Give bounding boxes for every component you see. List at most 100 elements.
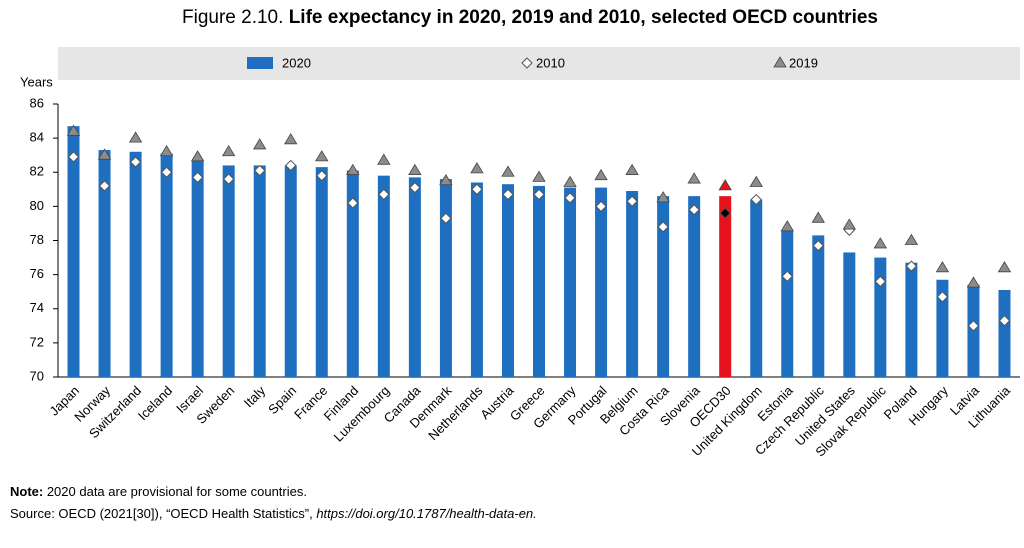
chart-title: Figure 2.10. Life expectancy in 2020, 20… <box>182 7 878 28</box>
bar <box>98 150 111 377</box>
y-tick-label: 72 <box>30 334 44 349</box>
marker-diamond <box>812 239 824 252</box>
y-axis-label: Years <box>20 74 53 89</box>
marker-triangle <box>190 150 205 162</box>
marker-triangle <box>563 175 577 187</box>
marker-diamond <box>750 193 762 206</box>
title-text: Life expectancy in 2020, 2019 and 2010, … <box>289 7 878 28</box>
marker-triangle <box>811 211 825 223</box>
bar <box>657 196 670 377</box>
y-tick-label: 78 <box>30 232 44 247</box>
bar <box>501 184 514 377</box>
marker-triangle <box>97 148 112 160</box>
marker-triangle <box>66 124 81 136</box>
marker-triangle <box>439 174 453 186</box>
marker-triangle <box>718 179 732 191</box>
bar <box>936 279 949 377</box>
bar <box>160 153 173 377</box>
marker-diamond <box>719 207 731 219</box>
bar <box>719 196 732 377</box>
marker-diamond <box>998 314 1011 327</box>
marker-diamond <box>191 171 204 184</box>
bar <box>626 191 639 377</box>
bar <box>315 167 328 377</box>
y-tick-label: 76 <box>30 266 44 281</box>
marker-triangle <box>532 170 546 182</box>
legend-label: 2010 <box>536 55 565 70</box>
marker-diamond <box>626 195 638 207</box>
bar <box>812 235 825 377</box>
marker-triangle <box>625 163 639 175</box>
marker-triangle <box>377 153 391 165</box>
marker-diamond <box>657 221 669 233</box>
marker-diamond <box>285 159 297 172</box>
marker-triangle <box>966 276 981 288</box>
bar <box>408 177 421 377</box>
legend-label: 2019 <box>789 55 818 70</box>
marker-diamond <box>533 188 545 201</box>
marker-triangle <box>594 168 608 181</box>
marker-diamond <box>471 183 483 196</box>
legend-band <box>58 47 1020 80</box>
marker-triangle <box>780 220 794 232</box>
y-tick-label: 74 <box>30 300 44 315</box>
bar <box>688 196 701 377</box>
bar <box>998 289 1011 377</box>
marker-diamond <box>936 291 949 303</box>
bar <box>67 126 80 378</box>
source-url: https://doi.org/10.1787/health-data-en. <box>316 506 536 521</box>
marker-triangle <box>159 144 174 157</box>
bar <box>191 160 204 377</box>
marker-triangle <box>253 138 267 150</box>
bar <box>346 170 359 377</box>
y-tick-label: 82 <box>30 164 44 179</box>
marker-triangle <box>935 261 950 273</box>
marker-triangle <box>315 150 329 162</box>
marker-triangle <box>501 165 515 177</box>
source-text: Source: OECD (2021[30]), “OECD Health St… <box>10 506 316 521</box>
marker-diamond <box>564 192 576 204</box>
marker-triangle <box>284 133 298 145</box>
bar <box>905 262 918 377</box>
y-tick-label: 70 <box>30 368 44 383</box>
bar <box>781 230 794 377</box>
legend-swatch <box>773 56 787 68</box>
legend-swatch <box>247 57 273 69</box>
marker-diamond <box>967 320 980 332</box>
marker-diamond <box>502 188 514 201</box>
legend-swatch <box>521 57 533 69</box>
marker-diamond <box>378 188 390 201</box>
marker-diamond <box>409 181 421 194</box>
marker-diamond <box>781 270 793 283</box>
bar <box>564 187 577 377</box>
marker-diamond <box>67 151 80 163</box>
marker-diamond <box>874 275 887 288</box>
marker-triangle <box>842 218 857 230</box>
marker-diamond <box>905 260 918 272</box>
marker-triangle <box>346 163 360 175</box>
marker-triangle <box>997 261 1012 273</box>
y-tick-label: 80 <box>30 198 44 213</box>
bar <box>595 187 608 377</box>
bar <box>533 185 545 377</box>
source: Source: OECD (2021[30]), “OECD Health St… <box>10 506 537 521</box>
bar <box>129 151 142 377</box>
marker-triangle <box>904 233 919 245</box>
marker-diamond <box>440 212 452 225</box>
marker-diamond <box>98 180 111 192</box>
bar <box>750 199 763 377</box>
note-label: Note: <box>10 484 43 499</box>
bar <box>439 179 452 377</box>
bar <box>470 182 483 377</box>
bar <box>284 165 297 377</box>
marker-diamond <box>160 166 173 178</box>
marker-triangle <box>749 175 763 187</box>
marker-triangle <box>408 163 422 175</box>
note-text: 2020 data are provisional for some count… <box>43 484 307 499</box>
marker-triangle <box>128 131 143 143</box>
figure-label: Figure 2.10. <box>182 7 283 28</box>
bar <box>253 165 266 377</box>
marker-diamond <box>129 156 142 168</box>
